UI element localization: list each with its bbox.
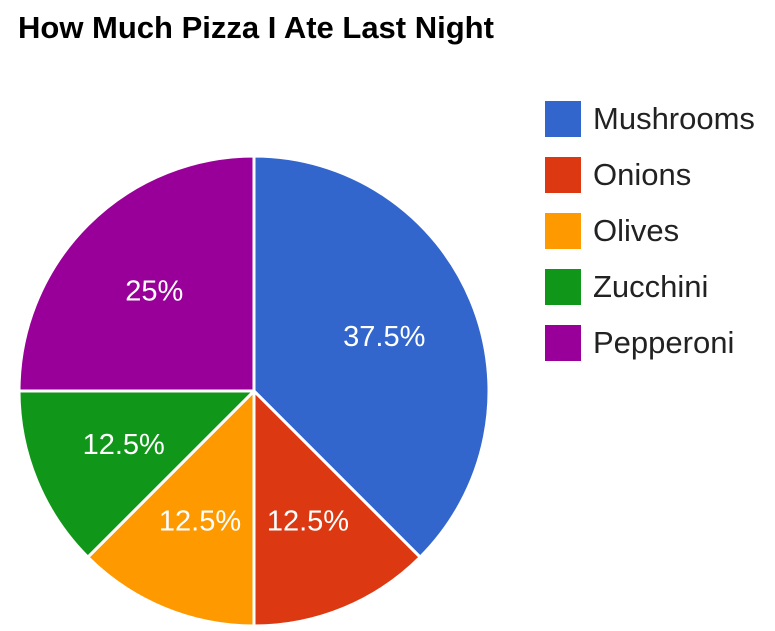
legend-swatch-onions xyxy=(545,157,581,193)
slice-label-onions: 12.5% xyxy=(267,505,349,537)
pie-slice-pepperoni[interactable] xyxy=(17,154,256,393)
legend-item-pepperoni[interactable]: Pepperoni xyxy=(545,324,755,362)
legend-label-onions: Onions xyxy=(593,157,692,192)
legend-swatch-olives xyxy=(545,213,581,249)
slice-label-olives: 12.5% xyxy=(159,505,241,537)
legend-item-mushrooms[interactable]: Mushrooms xyxy=(545,100,755,138)
legend-item-zucchini[interactable]: Zucchini xyxy=(545,268,755,306)
pie-slice-labels: 37.5% 12.5% 12.5% 12.5% 25% xyxy=(83,275,426,537)
legend: Mushrooms Onions Olives Zucchini Peppero… xyxy=(545,100,755,380)
pie-slices xyxy=(17,154,491,628)
legend-label-pepperoni: Pepperoni xyxy=(593,325,735,360)
slice-label-mushrooms: 37.5% xyxy=(343,321,425,353)
legend-swatch-zucchini xyxy=(545,269,581,305)
legend-swatch-pepperoni xyxy=(545,325,581,361)
legend-swatch-mushrooms xyxy=(545,101,581,137)
legend-label-zucchini: Zucchini xyxy=(593,269,709,304)
legend-item-onions[interactable]: Onions xyxy=(545,156,755,194)
pie-slice-mushrooms[interactable] xyxy=(252,154,491,559)
pie-slice-zucchini[interactable] xyxy=(17,389,256,559)
slice-label-zucchini: 12.5% xyxy=(83,429,165,461)
pie-slice-onions[interactable] xyxy=(252,389,422,628)
legend-label-mushrooms: Mushrooms xyxy=(593,101,755,136)
legend-label-olives: Olives xyxy=(593,213,680,248)
chart-title: How Much Pizza I Ate Last Night xyxy=(18,10,494,45)
slice-label-pepperoni: 25% xyxy=(125,275,183,307)
pie-slice-olives[interactable] xyxy=(86,389,256,628)
legend-item-olives[interactable]: Olives xyxy=(545,212,755,250)
